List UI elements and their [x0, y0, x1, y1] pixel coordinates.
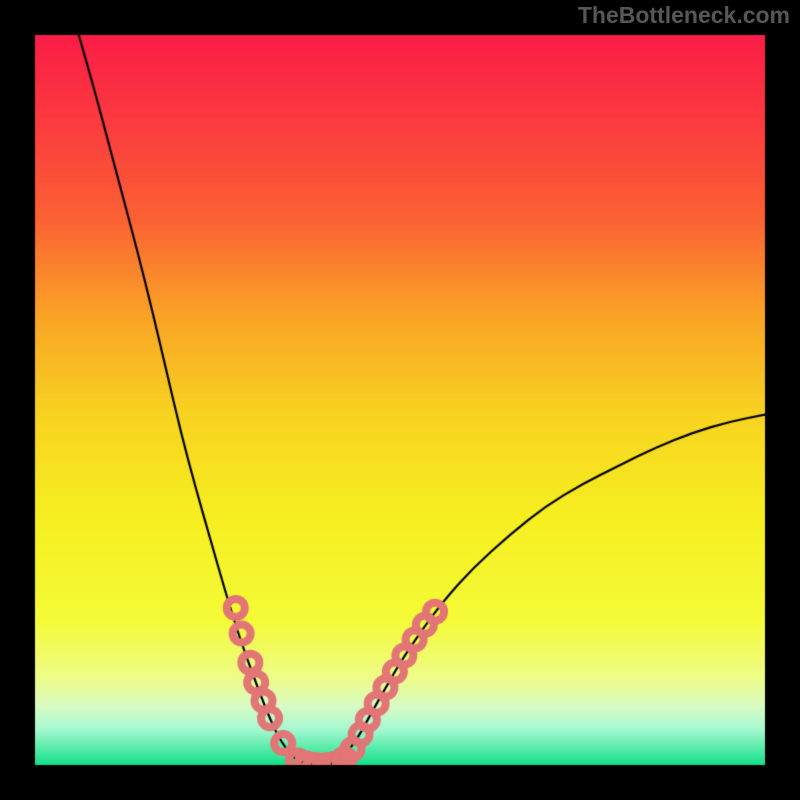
bottleneck-v-curve-chart — [0, 0, 800, 800]
watermark-text: TheBottleneck.com — [578, 2, 790, 29]
chart-root: TheBottleneck.com — [0, 0, 800, 800]
